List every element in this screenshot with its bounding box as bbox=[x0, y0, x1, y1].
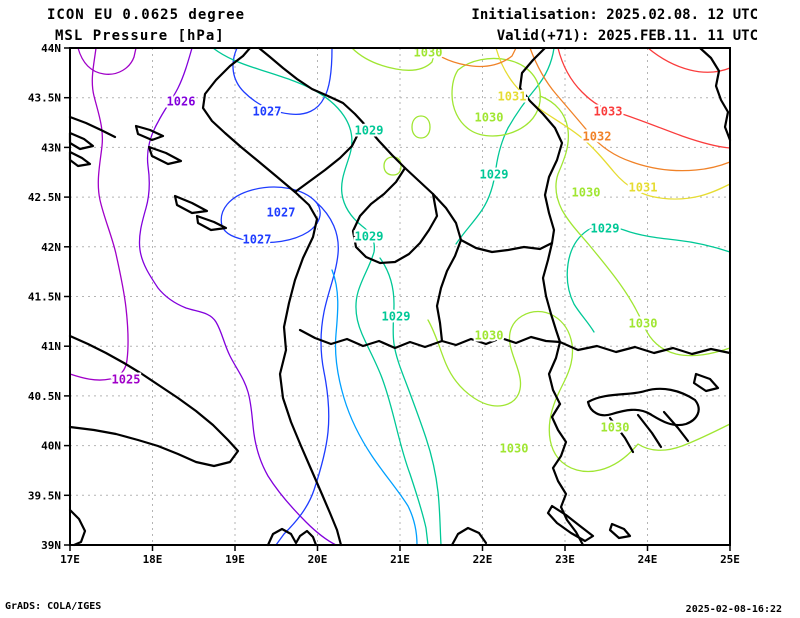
country-border bbox=[450, 526, 488, 547]
country-border bbox=[134, 124, 165, 142]
country-border bbox=[68, 508, 87, 547]
country-border bbox=[173, 194, 209, 215]
lon-axis-label: 23E bbox=[555, 553, 575, 566]
country-border bbox=[662, 410, 690, 443]
country-border bbox=[68, 334, 240, 468]
country-border bbox=[550, 402, 585, 547]
country-border bbox=[195, 214, 228, 232]
contour-label: 1029 bbox=[480, 168, 509, 182]
contour-label: 1033 bbox=[594, 105, 623, 119]
lat-axis-label: 40N bbox=[41, 440, 61, 453]
contour-label: 1030 bbox=[475, 329, 504, 343]
isobar-contour-1029 bbox=[455, 47, 555, 245]
lat-axis-label: 41N bbox=[41, 340, 61, 353]
contour-label: 1025 bbox=[112, 373, 141, 387]
parameter-title: MSL Pressure [hPa] bbox=[55, 28, 225, 44]
lat-axis-label: 42N bbox=[41, 241, 61, 254]
valid-time: Valid(+71): 2025.FEB.11. 11 UTC bbox=[496, 28, 758, 44]
lon-axis-label: 21E bbox=[390, 553, 410, 566]
contour-label: 1027 bbox=[243, 233, 272, 247]
isobar-contour-1027 bbox=[232, 47, 333, 116]
country-border bbox=[558, 340, 732, 356]
country-border bbox=[546, 504, 595, 543]
initialisation-time: Initialisation: 2025.02.08. 12 UTC bbox=[471, 7, 758, 23]
isobar-contour-1033 bbox=[557, 47, 731, 149]
isobar-contour-1030 bbox=[539, 95, 731, 357]
lat-axis-label: 39N bbox=[41, 539, 61, 552]
isobar-contour-1025 bbox=[69, 47, 129, 381]
isobar-contour-1027 bbox=[275, 201, 339, 546]
contour-label: 1031 bbox=[629, 181, 658, 195]
lat-axis-label: 39.5N bbox=[28, 489, 61, 502]
isobar-contour-1033 bbox=[647, 47, 731, 73]
contour-label: 1030 bbox=[500, 442, 529, 456]
country-border bbox=[293, 134, 359, 194]
country-border bbox=[147, 145, 183, 166]
contour-label: 1027 bbox=[253, 105, 282, 119]
isobar-contour-1030 bbox=[451, 57, 541, 137]
isobar-contour-1032 bbox=[427, 47, 517, 68]
contour-label: 1029 bbox=[355, 124, 384, 138]
creation-timestamp: 2025-02-08-16:22 bbox=[685, 604, 782, 615]
isobar-contour-1029 bbox=[379, 257, 442, 546]
country-border bbox=[586, 387, 700, 427]
country-border bbox=[68, 115, 117, 139]
lon-axis-label: 19E bbox=[225, 553, 245, 566]
country-border bbox=[266, 527, 318, 547]
isobar-contour-1031 bbox=[495, 47, 731, 200]
country-border bbox=[518, 46, 564, 406]
isobar-contour-1030 bbox=[351, 47, 437, 71]
isobar-contour-1030 bbox=[411, 115, 431, 139]
contour-label: 1030 bbox=[475, 111, 504, 125]
isobar-contour-1025 bbox=[77, 47, 137, 75]
contour-label: 1030 bbox=[629, 317, 658, 331]
country-border bbox=[68, 131, 95, 151]
lon-axis-label: 25E bbox=[720, 553, 740, 566]
country-border bbox=[201, 46, 343, 547]
contour-label: 1026 bbox=[167, 95, 196, 109]
contour-label: 1030 bbox=[601, 421, 630, 435]
lat-axis-label: 42.5N bbox=[28, 191, 61, 204]
lat-axis-label: 43.5N bbox=[28, 92, 61, 105]
isobar-contour-1032 bbox=[529, 47, 731, 172]
isobar-contour-1028 bbox=[331, 269, 418, 546]
grads-credit: GrADS: COLA/IGES bbox=[5, 601, 102, 612]
country-border bbox=[257, 46, 463, 343]
country-border bbox=[459, 238, 554, 254]
lon-axis-label: 20E bbox=[308, 553, 328, 566]
contour-label: 1029 bbox=[591, 222, 620, 236]
country-border bbox=[608, 416, 635, 454]
contour-label: 1029 bbox=[382, 310, 411, 324]
country-border bbox=[298, 328, 562, 350]
isobar-contour-1030 bbox=[427, 310, 731, 473]
contour-label: 1030 bbox=[572, 186, 601, 200]
lon-axis-label: 17E bbox=[60, 553, 80, 566]
lat-axis-label: 44N bbox=[41, 42, 61, 55]
country-border bbox=[636, 413, 663, 449]
country-border bbox=[692, 372, 720, 393]
isobar-contour-1027 bbox=[220, 186, 321, 244]
lon-axis-label: 24E bbox=[638, 553, 658, 566]
lat-axis-label: 40.5N bbox=[28, 390, 61, 403]
lon-axis-label: 18E bbox=[143, 553, 163, 566]
contour-label: 1027 bbox=[267, 206, 296, 220]
country-border bbox=[68, 150, 92, 168]
lat-axis-label: 43N bbox=[41, 141, 61, 154]
model-title: ICON EU 0.0625 degree bbox=[47, 7, 246, 23]
contour-label: 1032 bbox=[583, 130, 612, 144]
contour-label: 1029 bbox=[355, 230, 384, 244]
contour-label: 1031 bbox=[498, 90, 527, 104]
country-border bbox=[698, 46, 732, 142]
country-border bbox=[608, 522, 632, 540]
country-border bbox=[351, 166, 439, 265]
lon-axis-label: 22E bbox=[473, 553, 493, 566]
isobar-contour-1029 bbox=[566, 225, 731, 333]
isobar-contour-1030 bbox=[383, 156, 402, 176]
lat-axis-label: 41.5N bbox=[28, 291, 61, 304]
isobar-contour-1026 bbox=[138, 47, 337, 546]
